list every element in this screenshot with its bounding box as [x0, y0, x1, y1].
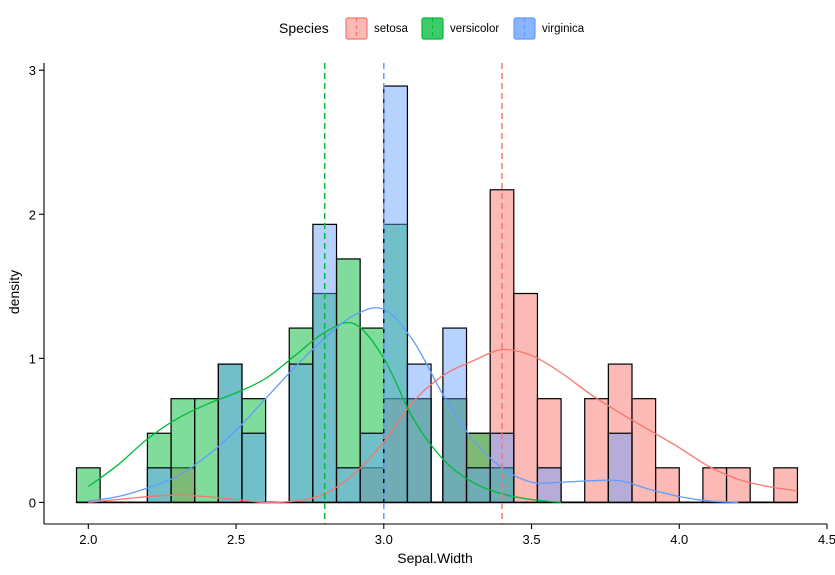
series-virginica-bars [146, 85, 633, 503]
bar-virginica-13 [607, 432, 633, 503]
legend-entry-virginica: virginica [513, 17, 585, 40]
bar-versicolor-0 [75, 467, 101, 503]
x-axis-title: Sepal.Width [397, 550, 472, 566]
bar-virginica-12 [536, 467, 562, 503]
bar-virginica-1 [217, 363, 243, 503]
density-curve-setosa [88, 348, 798, 504]
legend-label-virginica: virginica [542, 23, 585, 35]
bar-versicolor-2 [170, 398, 196, 503]
legend: Species setosa versicolor virginica [279, 17, 585, 40]
legend-entry-versicolor: versicolor [421, 17, 499, 40]
legend-label-setosa: setosa [374, 23, 408, 35]
bar-virginica-8 [406, 363, 432, 503]
x-tick-label-5: 4.5 [818, 532, 835, 547]
bar-setosa-7 [513, 292, 539, 503]
y-axis-title: density [6, 270, 22, 314]
y-tick-label-1: 1 [29, 351, 36, 366]
bar-virginica-2 [241, 432, 267, 503]
bar-versicolor-3 [194, 398, 219, 503]
legend-label-versicolor: versicolor [450, 23, 499, 35]
bar-setosa-11 [631, 398, 657, 503]
legend-entry-setosa: setosa [345, 17, 408, 40]
bar-setosa-14 [725, 467, 751, 503]
bar-setosa-9 [584, 398, 609, 503]
plot-area [75, 63, 799, 524]
x-tick-label-2: 3.0 [375, 532, 393, 547]
y-axis-ticks: 0 1 2 3 [29, 63, 44, 510]
bar-virginica-6 [359, 432, 385, 503]
bar-virginica-7 [383, 85, 409, 503]
bar-setosa-12 [655, 467, 680, 503]
x-tick-label-0: 2.0 [79, 532, 97, 547]
bar-setosa-15 [773, 467, 799, 503]
x-tick-label-3: 3.5 [522, 532, 540, 547]
y-tick-label-0: 0 [29, 495, 36, 510]
x-tick-label-4: 4.0 [670, 532, 688, 547]
density-curve-versicolor [87, 321, 562, 504]
x-axis-ticks: 2.0 2.5 3.0 3.5 4.0 4.5 [79, 524, 835, 547]
y-tick-label-2: 2 [29, 207, 36, 222]
bar-virginica-3 [288, 363, 314, 503]
bar-virginica-0 [146, 467, 172, 503]
legend-title: Species [279, 20, 329, 36]
density-curve-virginica [88, 307, 739, 504]
x-tick-label-1: 2.5 [227, 532, 245, 547]
bar-versicolor-8 [335, 258, 361, 503]
axes: 2.0 2.5 3.0 3.5 4.0 4.5 0 1 2 3 Sepal.Width dens… [6, 63, 835, 566]
y-tick-label-3: 3 [29, 63, 36, 78]
